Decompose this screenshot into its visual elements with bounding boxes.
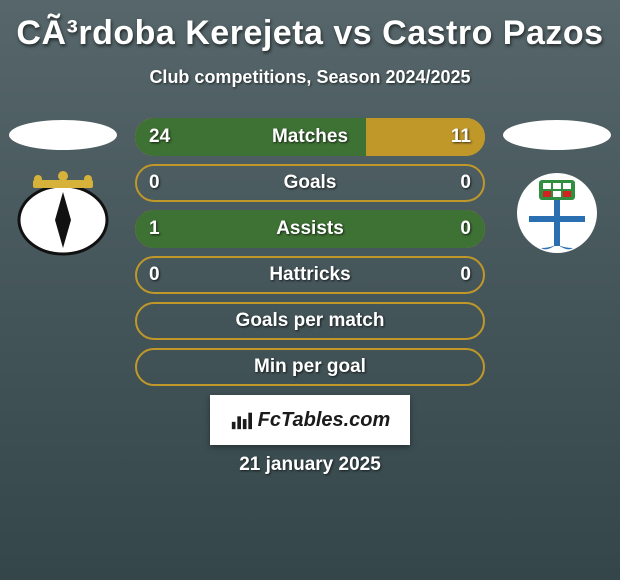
stat-label: Goals per match [135, 302, 485, 340]
stat-label: Matches [135, 118, 485, 156]
stats-rows: Matches2411Goals00Assists10Hattricks00Go… [135, 118, 485, 394]
stat-label: Min per goal [135, 348, 485, 386]
date-text: 21 january 2025 [0, 454, 620, 476]
stat-row: Goals0 0 [135, 164, 485, 202]
stat-right-value: 0 [460, 210, 471, 248]
right-club-ellipse [503, 120, 611, 150]
stat-left-value: 0 [149, 256, 160, 294]
comparison-card: CÃ³rdoba Kerejeta vs Castro Pazos Club c… [0, 0, 620, 580]
left-club-logo [13, 170, 113, 256]
stat-row: Goals per match [135, 302, 485, 340]
left-club-ellipse [9, 120, 117, 150]
branding-badge: FcTables.com [210, 395, 410, 445]
stat-row: Matches24 11 [135, 118, 485, 156]
stat-label: Hattricks [135, 256, 485, 294]
stat-row: Min per goal [135, 348, 485, 386]
stat-label: Assists [135, 210, 485, 248]
stat-left-value: 1 [149, 210, 160, 248]
branding-text: FcTables.com [258, 409, 391, 432]
stat-right-value: 0 [460, 164, 471, 202]
bar-chart-icon [230, 409, 252, 431]
left-club-column [8, 120, 118, 256]
page-title: CÃ³rdoba Kerejeta vs Castro Pazos [0, 0, 620, 53]
stat-row: Assists1 0 [135, 210, 485, 248]
stat-right-value: 0 [460, 256, 471, 294]
page-subtitle: Club competitions, Season 2024/2025 [0, 67, 620, 88]
stat-right-value: 11 [451, 118, 471, 156]
stat-left-value: 24 [149, 118, 170, 156]
stat-label: Goals [135, 164, 485, 202]
stat-row: Hattricks0 0 [135, 256, 485, 294]
right-club-logo [507, 170, 607, 256]
stat-left-value: 0 [149, 164, 160, 202]
right-club-column [502, 120, 612, 256]
